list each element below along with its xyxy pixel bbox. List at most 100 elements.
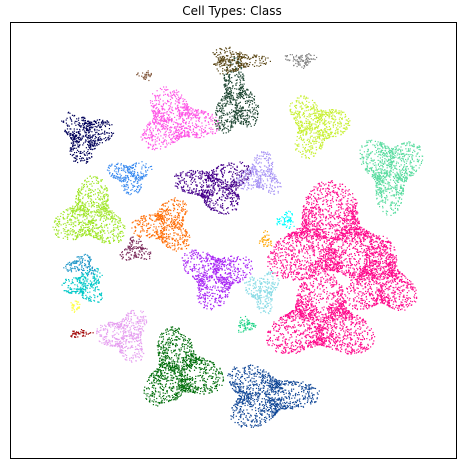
data-point (344, 218, 346, 220)
data-point (396, 265, 398, 267)
data-point (295, 236, 297, 238)
data-point (336, 314, 339, 316)
data-point (370, 274, 372, 276)
data-point (298, 308, 300, 310)
data-point (394, 291, 397, 293)
data-point (305, 221, 307, 224)
data-point (315, 261, 317, 263)
data-point (360, 231, 362, 234)
data-point (297, 232, 299, 234)
data-point (345, 308, 347, 310)
data-point (364, 239, 366, 241)
data-point (294, 253, 296, 255)
data-point (384, 244, 386, 246)
data-point (354, 235, 356, 237)
data-point (330, 315, 332, 317)
data-point (272, 259, 274, 261)
data-point (288, 249, 290, 251)
data-point (186, 108, 188, 110)
data-point (368, 246, 370, 248)
data-point (338, 261, 340, 263)
data-point (298, 351, 300, 353)
data-point (323, 333, 325, 336)
data-point (317, 193, 319, 195)
data-point (389, 262, 391, 265)
data-point (373, 256, 375, 259)
data-point (309, 309, 312, 312)
data-point (388, 263, 390, 265)
data-point (404, 281, 406, 283)
data-point (292, 332, 294, 334)
data-point (346, 219, 348, 221)
data-point (302, 215, 304, 217)
data-point (360, 251, 362, 253)
data-point (354, 297, 356, 299)
data-point (379, 269, 381, 272)
data-point (317, 260, 320, 263)
data-point (333, 314, 335, 316)
data-point (310, 262, 312, 264)
data-point (315, 212, 317, 214)
data-point (322, 318, 324, 321)
data-point (310, 312, 312, 314)
data-point (394, 293, 396, 295)
data-point (336, 319, 339, 321)
data-point (348, 314, 350, 316)
data-point (312, 312, 314, 314)
data-point (378, 247, 380, 249)
data-point (390, 266, 392, 268)
data-point (392, 269, 394, 272)
data-point (293, 311, 295, 314)
data-point (309, 248, 311, 250)
data-point (309, 289, 311, 291)
data-point (342, 310, 344, 312)
data-point (318, 268, 320, 271)
data-point (334, 343, 336, 345)
data-point (353, 221, 355, 224)
data-point (366, 262, 368, 264)
data-point (320, 235, 322, 237)
data-point (354, 216, 356, 218)
data-point (390, 285, 392, 287)
data-point (367, 288, 369, 290)
data-point (359, 270, 361, 272)
data-point (319, 261, 322, 263)
data-point (303, 226, 305, 228)
data-point (380, 245, 382, 247)
data-point (275, 350, 277, 352)
data-point (343, 305, 345, 307)
data-point (354, 218, 356, 220)
data-point (371, 254, 373, 256)
data-point (316, 228, 318, 230)
data-point (337, 318, 339, 320)
data-point (329, 279, 331, 281)
data-point (305, 238, 308, 240)
data-point (298, 302, 300, 305)
data-point (306, 235, 308, 237)
data-point (376, 281, 378, 283)
data-point (379, 295, 381, 297)
data-point (371, 252, 373, 254)
data-point (319, 198, 321, 200)
data-point (335, 264, 337, 266)
data-point (379, 247, 381, 249)
data-point (297, 301, 299, 303)
data-point (348, 299, 350, 301)
data-point (376, 251, 378, 253)
data-point (324, 341, 326, 343)
data-point (383, 273, 385, 275)
data-point (366, 253, 368, 255)
data-point (330, 214, 332, 216)
data-point (347, 291, 349, 293)
data-point (338, 248, 340, 250)
data-point (384, 298, 386, 300)
data-point (311, 204, 313, 206)
data-point (319, 326, 322, 328)
data-point (335, 326, 337, 328)
data-point (354, 245, 356, 247)
data-point (321, 209, 324, 211)
data-point (272, 340, 274, 342)
data-point (319, 221, 321, 223)
data-point (360, 332, 362, 335)
data-point (331, 318, 334, 320)
